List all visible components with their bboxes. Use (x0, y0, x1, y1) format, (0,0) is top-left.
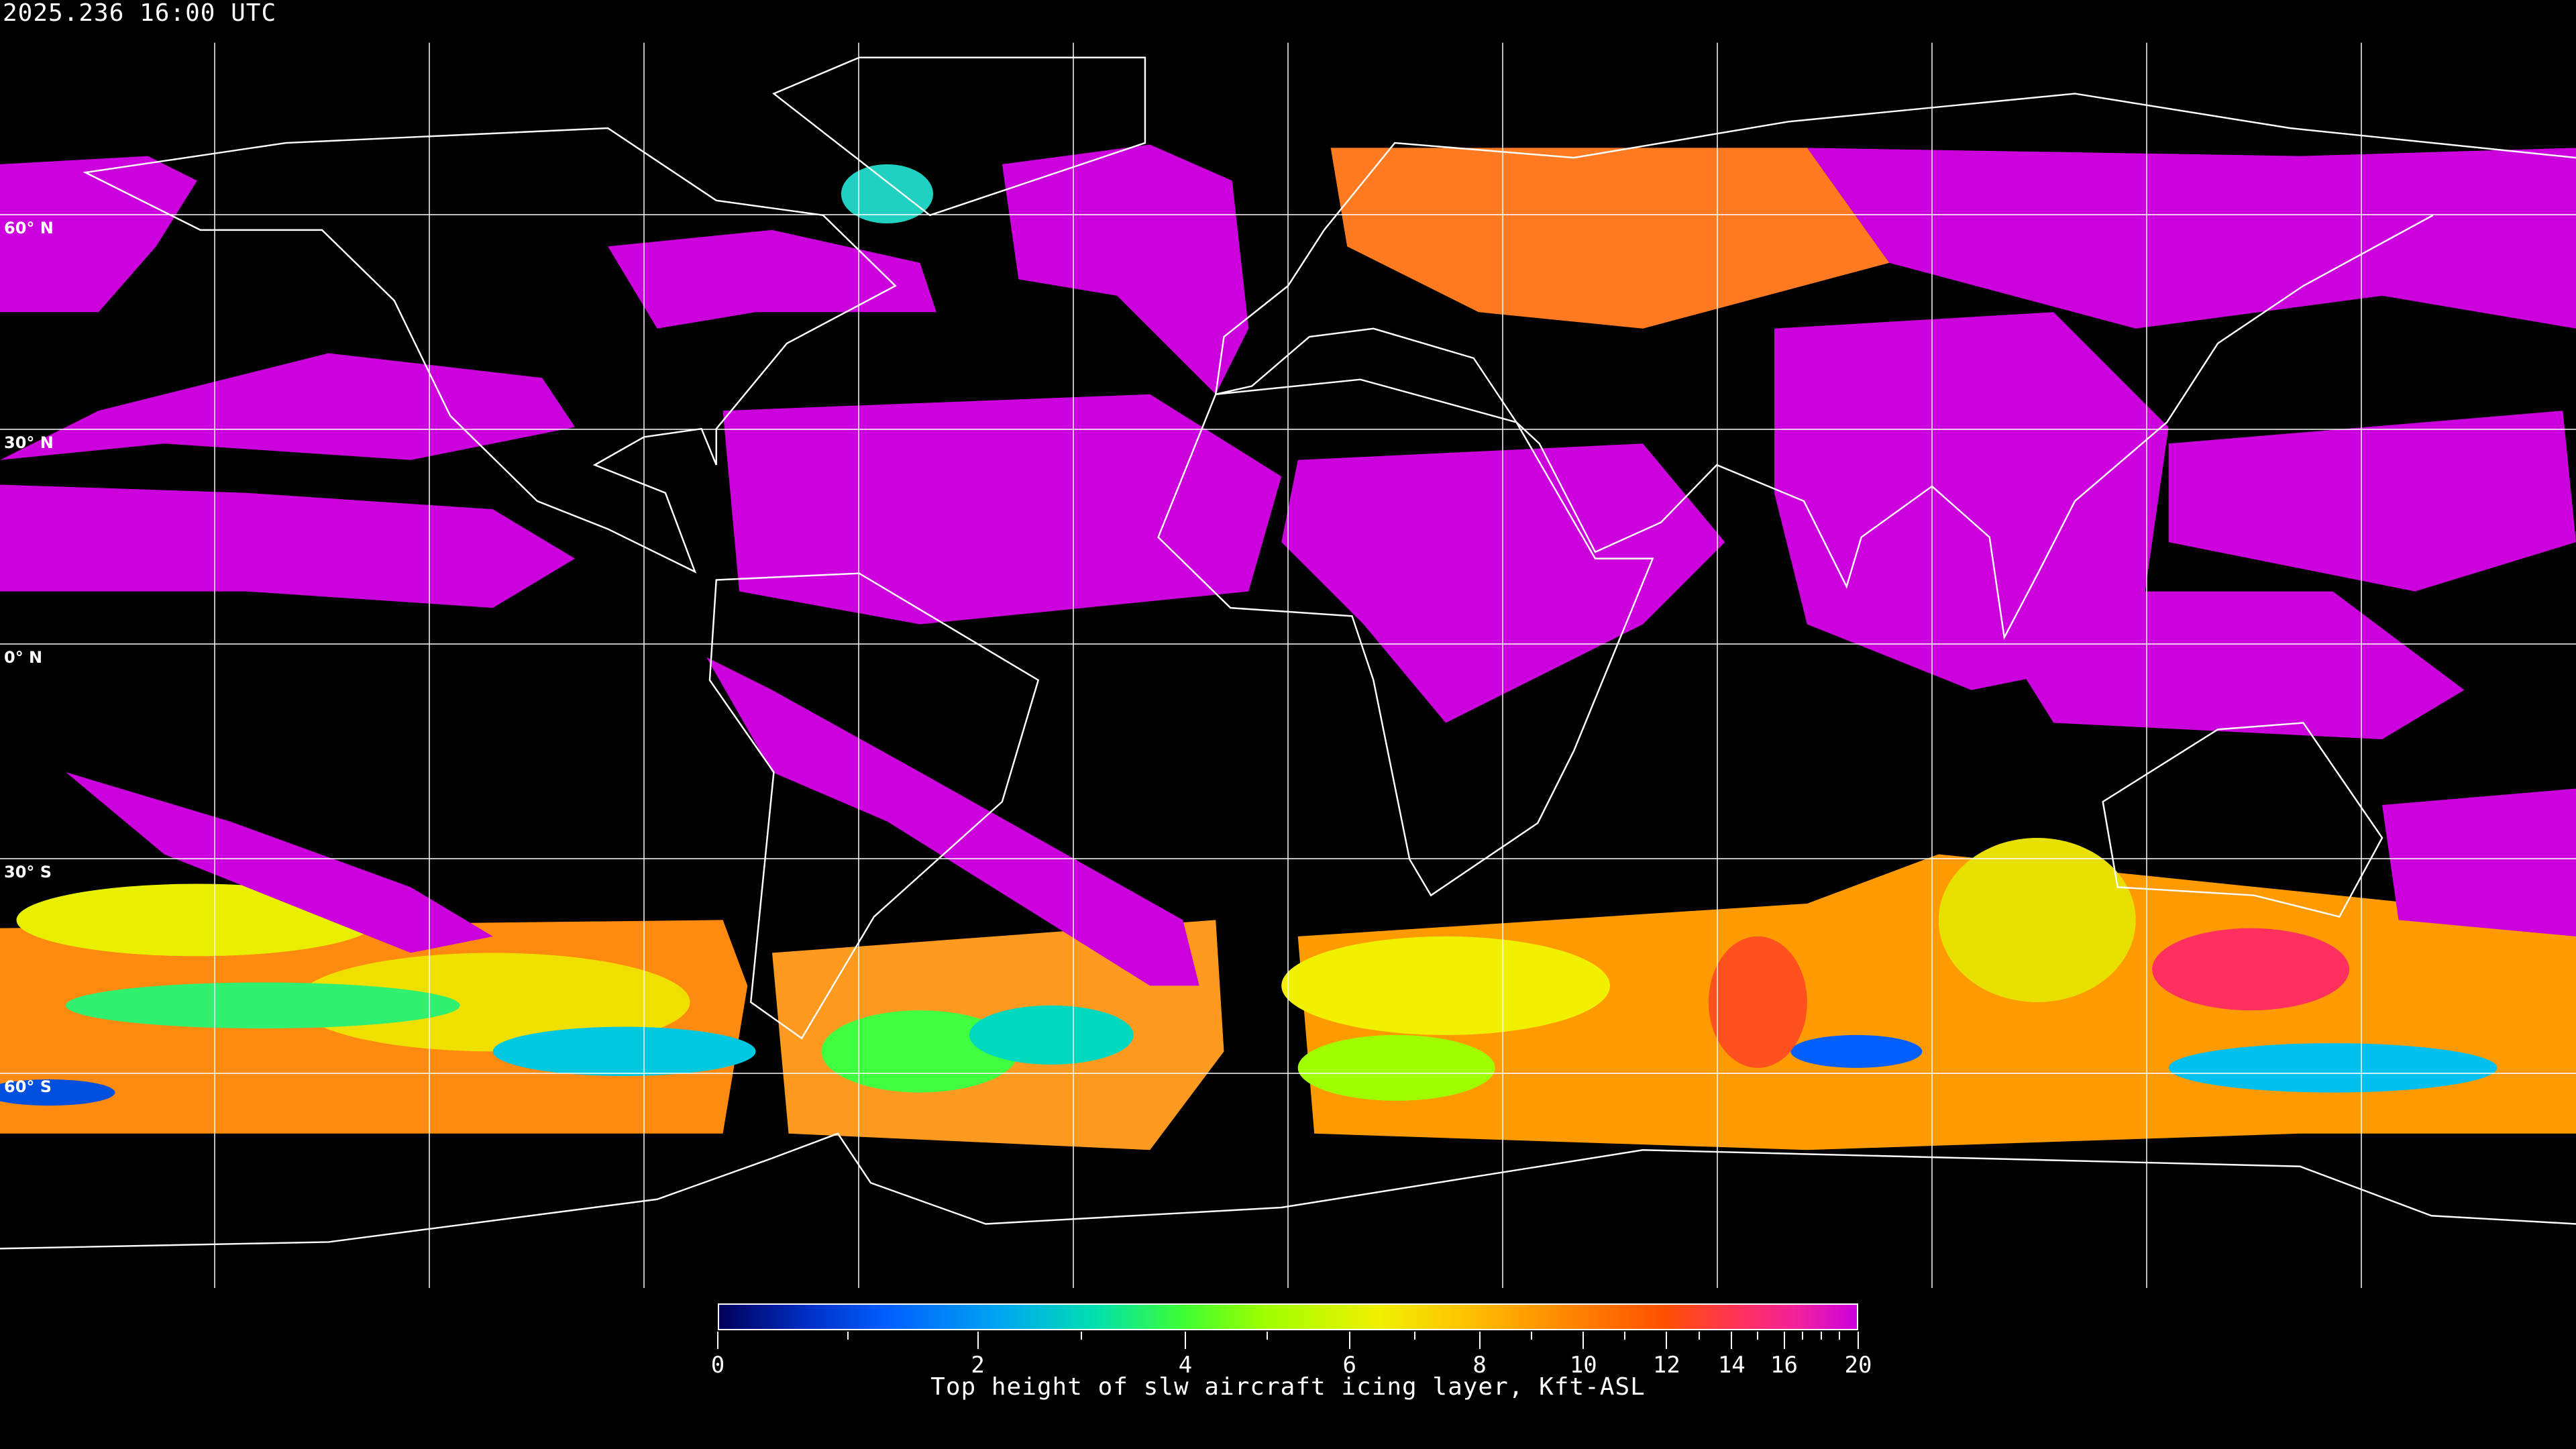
colorbar-tick-label: 8 (1472, 1352, 1487, 1379)
field-cyan (2168, 1043, 2498, 1093)
field-green (65, 982, 460, 1029)
colorbar (718, 1303, 1858, 1330)
field-magenta (65, 772, 493, 953)
colorbar-major-tick (977, 1332, 979, 1349)
field-cyan-greenland (841, 164, 934, 224)
field-green (821, 1010, 1019, 1093)
field-magenta (2382, 788, 2576, 936)
colorbar-major-tick (1582, 1332, 1585, 1349)
colorbar-tick-label: 12 (1652, 1352, 1680, 1379)
colorbar-major-tick (717, 1332, 718, 1349)
field-magenta (0, 484, 576, 608)
field-magenta (608, 229, 936, 329)
colorbar-minor-tick (1839, 1332, 1841, 1340)
colorbar-minor-tick (1267, 1332, 1269, 1340)
colorbar-minor-tick (1820, 1332, 1822, 1340)
colorbar-minor-tick (1081, 1332, 1083, 1340)
colorbar-major-tick (1731, 1332, 1733, 1349)
field-magenta (706, 657, 1199, 986)
field-yellow (1938, 837, 2136, 1002)
colorbar-tick-label: 6 (1342, 1352, 1357, 1379)
field-magenta (1971, 591, 2465, 740)
colorbar-major-tick (1479, 1332, 1481, 1349)
colorbar-major-tick (1348, 1332, 1350, 1349)
colorbar-ticks: 0 2 4 6 8 10 12 14 16 20 (711, 1332, 1872, 1385)
colorbar-minor-tick (1698, 1332, 1700, 1340)
field-cyan (492, 1026, 756, 1077)
graticule (0, 42, 2576, 1288)
colorbar-major-tick (1666, 1332, 1668, 1349)
lat-label-30n: 30° N (4, 433, 54, 452)
colorbar-tick-label: 10 (1569, 1352, 1597, 1379)
field-yellow (295, 953, 690, 1052)
lat-label-60s: 60° S (4, 1077, 52, 1096)
colorbar-minor-tick (1530, 1332, 1532, 1340)
field-magenta (0, 353, 576, 460)
colorbar-tick-label: 0 (710, 1352, 725, 1379)
colorbar-minor-tick (1757, 1332, 1759, 1340)
field-magenta (1002, 144, 1249, 394)
colorbar-major-tick (1185, 1332, 1186, 1349)
colorbar-tick-label: 4 (1178, 1352, 1193, 1379)
coastline-africa (1157, 378, 1654, 897)
field-magenta (0, 156, 197, 313)
colorbar-minor-tick (1413, 1332, 1415, 1340)
field-orange-europe (1330, 148, 1890, 329)
colorbar-tick-label: 20 (1844, 1352, 1872, 1379)
colorbar-major-tick (1858, 1332, 1859, 1349)
colorbar-title: Top height of slw aircraft icing layer, … (930, 1373, 1646, 1401)
field-magenta (1807, 148, 2576, 329)
coastline-greenland (772, 56, 1146, 217)
field-blue (1790, 1034, 1923, 1068)
field-red (2152, 928, 2350, 1011)
field-blue (0, 1079, 115, 1106)
colorbar-tick-label: 16 (1770, 1352, 1798, 1379)
coastlines (0, 56, 2576, 1250)
timestamp: 2025.236 16:00 UTC (3, 0, 277, 27)
field-magenta (722, 394, 1282, 625)
field-green (1297, 1034, 1495, 1101)
lat-label-60n: 60° N (4, 219, 54, 237)
colorbar-minor-tick (1624, 1332, 1626, 1340)
colorbar-major-tick (1783, 1332, 1785, 1349)
colorbar-minor-tick (847, 1332, 849, 1340)
coastline-australia (2102, 722, 2383, 918)
lat-label-30s: 30° S (4, 863, 52, 881)
coastline-antarctica (0, 1132, 2576, 1250)
field-red (1708, 936, 1807, 1068)
field-magenta (2168, 411, 2576, 592)
icing-map (0, 42, 2576, 1288)
icing-field (0, 144, 2576, 1150)
field-cyan (969, 1005, 1134, 1065)
colorbar-tick-label: 14 (1717, 1352, 1746, 1379)
field-yellow (1281, 936, 1610, 1035)
coastline-south-america (708, 572, 1040, 1040)
colorbar-tick-label: 2 (971, 1352, 985, 1379)
lat-label-0n: 0° N (4, 648, 43, 667)
colorbar-minor-tick (1802, 1332, 1804, 1340)
field-magenta (1281, 443, 1725, 723)
coastline-eurasia (1215, 93, 2576, 641)
